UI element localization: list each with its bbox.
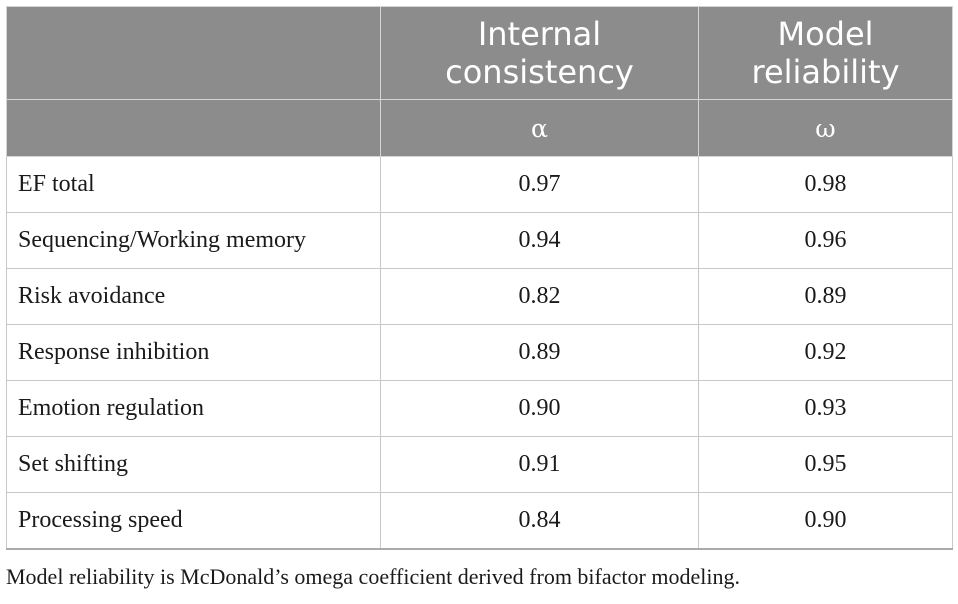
row-label: Sequencing/Working memory [6, 212, 381, 269]
omega-value: 0.92 [698, 324, 953, 381]
header-row: Internal consistency Model reliability [6, 6, 953, 100]
table-row: Set shifting 0.91 0.95 [6, 436, 953, 493]
symbol-label-cell [6, 99, 381, 157]
alpha-value: 0.82 [380, 268, 699, 325]
header-internal-consistency: Internal consistency [380, 6, 699, 100]
header-label-cell [6, 6, 381, 100]
table-header: Internal consistency Model reliability α… [6, 6, 953, 157]
row-label: Emotion regulation [6, 380, 381, 437]
row-label: Set shifting [6, 436, 381, 493]
table-row: Risk avoidance 0.82 0.89 [6, 268, 953, 325]
table-row: Processing speed 0.84 0.90 [6, 492, 953, 550]
table-footnote: Model reliability is McDonald’s omega co… [6, 564, 740, 589]
omega-value: 0.89 [698, 268, 953, 325]
omega-value: 0.98 [698, 156, 953, 213]
symbol-omega: ω [698, 99, 953, 157]
omega-value: 0.93 [698, 380, 953, 437]
symbol-row: α ω [6, 99, 953, 157]
row-label: Risk avoidance [6, 268, 381, 325]
header-internal-consistency-text: Internal consistency [445, 15, 634, 91]
table-row: Emotion regulation 0.90 0.93 [6, 380, 953, 437]
omega-value: 0.96 [698, 212, 953, 269]
header-model-reliability: Model reliability [698, 6, 953, 100]
omega-value: 0.95 [698, 436, 953, 493]
row-label: EF total [6, 156, 381, 213]
reliability-table: Internal consistency Model reliability α… [6, 6, 953, 550]
table-row: EF total 0.97 0.98 [6, 156, 953, 213]
table-row: Response inhibition 0.89 0.92 [6, 324, 953, 381]
alpha-value: 0.84 [380, 492, 699, 550]
table-row: Sequencing/Working memory 0.94 0.96 [6, 212, 953, 269]
alpha-value: 0.94 [380, 212, 699, 269]
symbol-alpha: α [380, 99, 699, 157]
alpha-value: 0.89 [380, 324, 699, 381]
row-label: Response inhibition [6, 324, 381, 381]
alpha-value: 0.91 [380, 436, 699, 493]
header-model-reliability-text: Model reliability [751, 15, 900, 91]
alpha-value: 0.90 [380, 380, 699, 437]
row-label: Processing speed [6, 492, 381, 550]
table-body: EF total 0.97 0.98 Sequencing/Working me… [6, 156, 953, 550]
alpha-value: 0.97 [380, 156, 699, 213]
omega-value: 0.90 [698, 492, 953, 550]
